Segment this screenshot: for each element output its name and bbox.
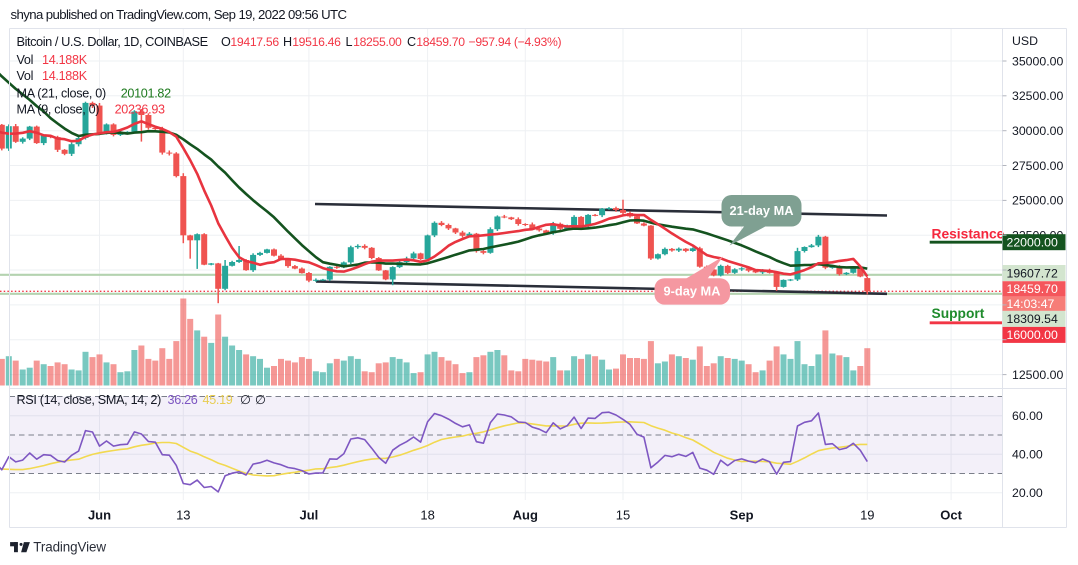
svg-text:18255.00: 18255.00	[353, 35, 402, 49]
svg-text:TradingView: TradingView	[33, 540, 106, 555]
svg-text:35000.00: 35000.00	[1012, 54, 1063, 68]
svg-text:60.00: 60.00	[1012, 409, 1043, 423]
svg-text:Support: Support	[932, 306, 985, 321]
svg-text:15: 15	[616, 508, 630, 523]
svg-text:18459.70: 18459.70	[416, 35, 465, 49]
svg-text:18: 18	[420, 508, 434, 523]
svg-text:14.188K: 14.188K	[42, 69, 88, 83]
svg-text:O: O	[221, 35, 231, 49]
svg-text:14.188K: 14.188K	[42, 53, 88, 67]
svg-text:Jun: Jun	[88, 508, 111, 523]
svg-text:MA (21, close, 0): MA (21, close, 0)	[17, 87, 106, 101]
svg-text:20101.82: 20101.82	[121, 87, 171, 101]
svg-text:shyna published on TradingView: shyna published on TradingView.com, Sep …	[11, 7, 348, 22]
svg-text:Resistance: Resistance	[932, 227, 1005, 242]
svg-text:36.26: 36.26	[168, 393, 198, 407]
svg-text:27500.00: 27500.00	[1012, 159, 1063, 173]
svg-text:Jul: Jul	[300, 508, 319, 523]
svg-text:19417.56: 19417.56	[230, 35, 279, 49]
svg-text:Aug: Aug	[513, 508, 538, 523]
svg-text:−957.94 (−4.93%): −957.94 (−4.93%)	[469, 35, 562, 49]
svg-text:RSI (14, close, SMA, 14, 2): RSI (14, close, SMA, 14, 2)	[17, 393, 162, 407]
svg-text:Oct: Oct	[940, 508, 962, 523]
svg-text:Bitcoin / U.S. Dollar, 1D, COI: Bitcoin / U.S. Dollar, 1D, COINBASE	[17, 34, 208, 49]
svg-text:∅: ∅	[240, 393, 251, 407]
svg-text:20236.93: 20236.93	[115, 103, 165, 117]
svg-text:22000.00: 22000.00	[1007, 236, 1058, 250]
svg-text:L: L	[346, 35, 353, 49]
svg-text:40.00: 40.00	[1012, 448, 1043, 462]
svg-text:20.00: 20.00	[1012, 486, 1043, 500]
svg-text:19516.46: 19516.46	[292, 35, 341, 49]
svg-text:18459.70: 18459.70	[1007, 282, 1058, 296]
svg-text:18309.54: 18309.54	[1007, 312, 1058, 326]
svg-text:∅: ∅	[255, 393, 266, 407]
svg-text:Vol: Vol	[17, 53, 34, 67]
svg-text:MA (9, close, 0): MA (9, close, 0)	[17, 103, 100, 117]
svg-text:19: 19	[860, 508, 874, 523]
svg-text:19607.72: 19607.72	[1007, 266, 1058, 280]
svg-text:USD: USD	[1012, 34, 1038, 48]
svg-text:32500.00: 32500.00	[1012, 89, 1063, 103]
svg-text:16000.00: 16000.00	[1007, 328, 1058, 342]
svg-text:13: 13	[176, 508, 190, 523]
svg-text:H: H	[283, 35, 292, 49]
svg-text:21-day MA: 21-day MA	[729, 203, 793, 218]
svg-text:30000.00: 30000.00	[1012, 124, 1063, 138]
svg-text:Vol: Vol	[17, 69, 34, 83]
svg-text:25000.00: 25000.00	[1012, 194, 1063, 208]
svg-text:9-day MA: 9-day MA	[664, 284, 721, 299]
svg-text:C: C	[407, 35, 416, 49]
svg-text:45.19: 45.19	[203, 393, 233, 407]
svg-text:Sep: Sep	[730, 508, 754, 523]
svg-text:12500.00: 12500.00	[1012, 368, 1063, 382]
svg-text:14:03:47: 14:03:47	[1007, 297, 1055, 311]
